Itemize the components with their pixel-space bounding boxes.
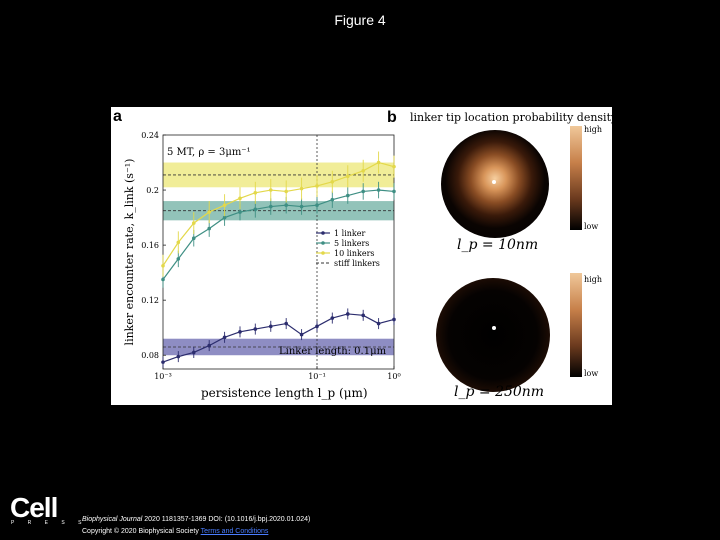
figure-panel: 0.08 0.12 0.16 0.2 0.24 10⁻³ 10⁻¹ 10⁰ 5 MT, ρ = …	[111, 107, 617, 405]
slide-title: Figure 4	[334, 12, 386, 28]
terms-link[interactable]: Terms and Conditions	[200, 528, 269, 535]
data-point	[345, 312, 350, 316]
data-point	[361, 313, 365, 318]
data-point	[176, 257, 181, 261]
data-point	[330, 316, 335, 320]
data-point	[161, 277, 165, 282]
encounter-rate-chart: 0.08 0.12 0.16 0.2 0.24 10⁻³ 10⁻¹ 10⁰ 5 MT, ρ = …	[123, 131, 401, 400]
data-point	[176, 240, 181, 245]
data-point	[268, 324, 273, 329]
center-dot-top	[492, 180, 496, 184]
data-point	[207, 343, 211, 348]
data-point	[392, 189, 396, 194]
center-dot-bottom	[492, 326, 496, 330]
copyright-text: Copyright © 2020 Biophysical Society	[82, 528, 199, 535]
series-line-1	[162, 189, 395, 280]
data-point	[238, 196, 242, 201]
data-point	[299, 332, 304, 337]
data-point	[253, 207, 258, 212]
x-tick-label: 10⁻¹	[308, 372, 326, 381]
lp-label-top: l_p = 10nm	[457, 237, 539, 253]
journal-name: Biophysical Journal	[82, 516, 143, 523]
data-point	[361, 189, 365, 194]
y-tick-label: 0.16	[141, 241, 159, 250]
data-point	[222, 203, 227, 207]
data-point	[191, 221, 196, 225]
data-point	[176, 354, 181, 359]
plot-frame	[162, 134, 395, 370]
data-point	[191, 236, 196, 241]
data-point	[345, 174, 350, 179]
data-point	[222, 215, 227, 220]
data-point	[361, 168, 365, 173]
annotation-top: 5 MT, ρ = 3μm⁻¹	[167, 147, 251, 158]
data-point	[253, 191, 258, 195]
data-point	[207, 210, 211, 214]
press-label: P R E S S	[11, 520, 88, 526]
data-point	[299, 186, 304, 191]
colorbar-bottom	[570, 273, 582, 377]
y-axis-label: linker encounter rate, k_link (s⁻¹)	[123, 159, 136, 346]
citation-details: 2020 1181357-1369 DOI: (10.1016/j.bpj.20…	[144, 516, 311, 523]
colorbar-top-low: low	[584, 222, 599, 231]
panel-a-label: a	[113, 108, 122, 125]
data-point	[376, 160, 381, 165]
lp-label-bottom: l_p = 250nm	[454, 384, 545, 400]
data-point	[207, 226, 211, 231]
data-point	[330, 180, 335, 184]
series-line-2	[162, 161, 395, 267]
data-point	[161, 263, 165, 268]
data-point	[315, 324, 319, 329]
data-point	[268, 188, 273, 192]
data-point	[330, 197, 335, 202]
data-point	[376, 188, 381, 192]
legend-label: 10 linkers	[334, 249, 375, 258]
citation: Biophysical Journal 2020 1181357-1369 DO…	[82, 516, 310, 523]
colorbar-top-high: high	[584, 125, 602, 134]
data-point	[253, 327, 258, 331]
data-point	[315, 184, 319, 188]
data-point	[191, 350, 196, 355]
data-point	[284, 203, 288, 207]
y-tick-label: 0.2	[146, 186, 159, 195]
data-point	[315, 203, 319, 207]
legend-label: stiff linkers	[334, 259, 380, 268]
colorbar-bottom-low: low	[584, 369, 599, 378]
series-line-0	[162, 313, 395, 363]
legend-marker-0	[321, 231, 325, 235]
data-point	[392, 317, 396, 322]
x-tick-label: 10⁰	[387, 372, 400, 381]
data-point	[284, 321, 288, 326]
y-tick-label: 0.08	[141, 351, 159, 360]
panel-b-title: linker tip location probability density	[410, 111, 618, 124]
data-point	[238, 330, 242, 334]
legend-marker-1	[321, 241, 325, 245]
y-tick-label: 0.24	[141, 131, 159, 140]
colorbar-bottom-high: high	[584, 275, 602, 284]
x-tick-label: 10⁻³	[154, 372, 172, 381]
legend-label: 1 linker	[334, 229, 365, 238]
panel-b-label: b	[387, 109, 397, 126]
data-point	[161, 360, 165, 364]
data-point	[268, 204, 273, 209]
probability-disk-bottom	[436, 278, 550, 392]
x-axis-label: persistence length l_p (μm)	[201, 386, 368, 400]
data-point	[299, 204, 304, 209]
data-point	[392, 164, 396, 169]
probability-disk-top	[441, 130, 549, 238]
colorbar-top	[570, 126, 582, 230]
y-tick-label: 0.12	[141, 296, 159, 305]
data-point	[345, 193, 350, 198]
annotation-bottom: Linker length: 0.1μm	[279, 346, 387, 357]
data-point	[222, 335, 227, 340]
legend-label: 5 linkers	[334, 239, 369, 248]
legend-marker-2	[321, 251, 325, 255]
data-point	[376, 321, 381, 326]
data-point	[238, 210, 242, 214]
data-point	[284, 189, 288, 194]
copyright: Copyright © 2020 Biophysical Society Ter…	[82, 528, 268, 535]
cell-press-logo: Cell	[10, 492, 58, 523]
